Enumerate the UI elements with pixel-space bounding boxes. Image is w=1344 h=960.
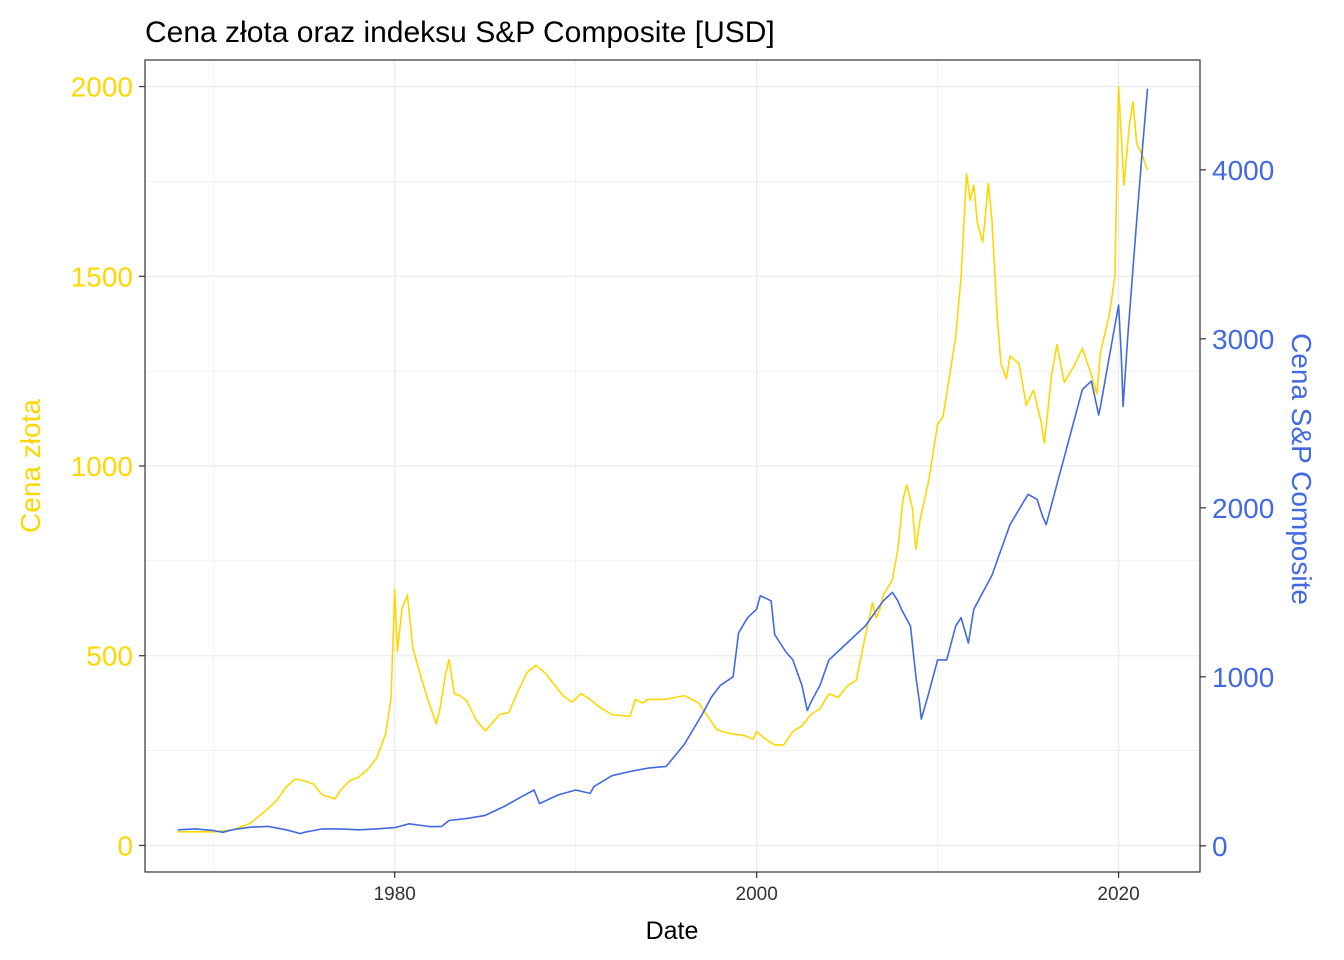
y-right-tick-label: 4000 <box>1212 155 1274 186</box>
y-left-tick-label: 2000 <box>71 72 133 103</box>
y-left-tick-label: 1500 <box>71 261 133 292</box>
x-tick-label: 2000 <box>736 884 778 905</box>
gridlines <box>145 60 1200 872</box>
sp-composite-line <box>177 88 1149 835</box>
x-axis-label: Date <box>646 917 699 945</box>
y-left-tick-label: 0 <box>117 830 133 861</box>
gold-price-line <box>177 85 1149 833</box>
chart-title: Cena złota oraz indeksu S&P Composite [U… <box>145 16 775 49</box>
y-axis-left-label: Cena złota <box>15 399 46 533</box>
y-axis-left: 0 500 1000 1500 2000 <box>71 72 145 861</box>
y-left-tick-label: 500 <box>86 641 133 672</box>
y-axis-right-label: Cena S&P Composite <box>1286 333 1317 605</box>
x-tick-label: 2020 <box>1097 884 1139 905</box>
series-lines <box>177 85 1149 835</box>
y-right-tick-label: 2000 <box>1212 493 1274 524</box>
x-axis: 1980 2000 2020 <box>374 872 1140 905</box>
y-left-tick-label: 1000 <box>71 451 133 482</box>
y-right-tick-label: 1000 <box>1212 662 1274 693</box>
y-axis-right: 0 1000 2000 3000 4000 <box>1200 155 1274 862</box>
y-right-tick-label: 0 <box>1212 831 1228 862</box>
x-tick-label: 1980 <box>374 884 416 905</box>
y-right-tick-label: 3000 <box>1212 324 1274 355</box>
